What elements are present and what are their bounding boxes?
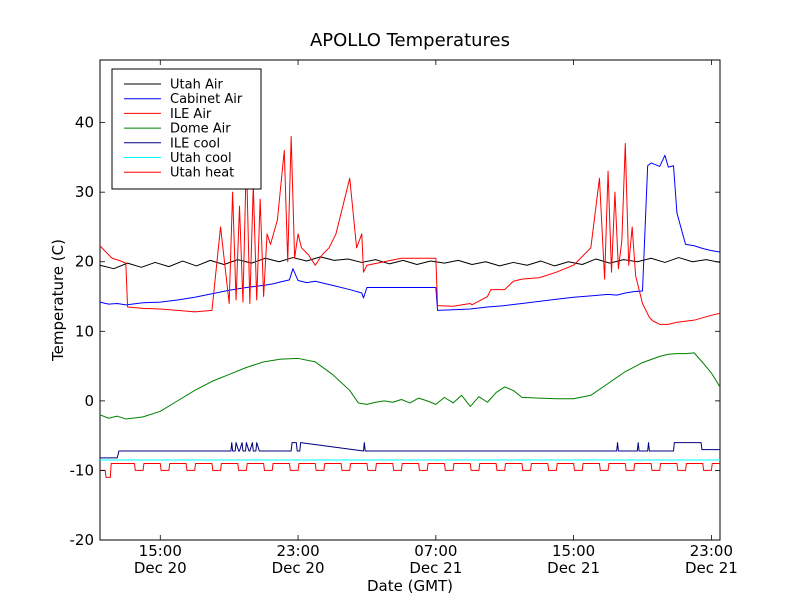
y-tick-label: 20 — [75, 253, 94, 271]
legend-label: ILE Air — [170, 107, 212, 122]
y-tick-label: 40 — [75, 114, 94, 132]
x-tick-label-date: Dec 20 — [272, 559, 325, 577]
x-tick-label-date: Dec 21 — [547, 559, 600, 577]
y-tick-label: 10 — [75, 322, 94, 340]
x-tick-label-time: 23:00 — [276, 542, 319, 560]
y-tick-label: 0 — [84, 392, 94, 410]
x-tick-label-date: Dec 21 — [685, 559, 738, 577]
series-line-dome-air — [99, 352, 721, 420]
series-line-utah-heat — [100, 462, 720, 478]
legend-label: Utah heat — [170, 166, 234, 181]
legend-label: Cabinet Air — [170, 92, 243, 107]
y-axis: -20 -10 0 10 20 30 40 — [70, 114, 720, 549]
series-line-ile-cool — [100, 442, 720, 459]
x-axis-label: Date (GMT) — [367, 577, 453, 595]
chart-title: APOLLO Temperatures — [310, 30, 510, 51]
legend-label: ILE cool — [170, 136, 220, 151]
y-tick-label: 30 — [75, 183, 94, 201]
legend-box — [111, 68, 262, 190]
x-tick-label-date: Dec 21 — [409, 559, 462, 577]
x-tick-label-time: 23:00 — [690, 542, 733, 560]
y-axis-label: Temperature (C) — [49, 239, 67, 362]
y-tick-label: -20 — [70, 531, 95, 549]
series-line-ile-air — [99, 136, 721, 325]
legend-label: Utah Air — [170, 78, 223, 93]
x-tick-label-date: Dec 20 — [134, 559, 187, 577]
x-tick-label-time: 07:00 — [414, 542, 457, 560]
y-tick-label: -10 — [70, 461, 95, 479]
series-layer — [99, 136, 721, 478]
x-tick-label-time: 15:00 — [139, 542, 182, 560]
legend-label: Utah cool — [170, 151, 232, 166]
legend-label: Dome Air — [170, 122, 231, 137]
series-line-utah-air — [99, 256, 721, 270]
x-tick-label-time: 15:00 — [552, 542, 595, 560]
